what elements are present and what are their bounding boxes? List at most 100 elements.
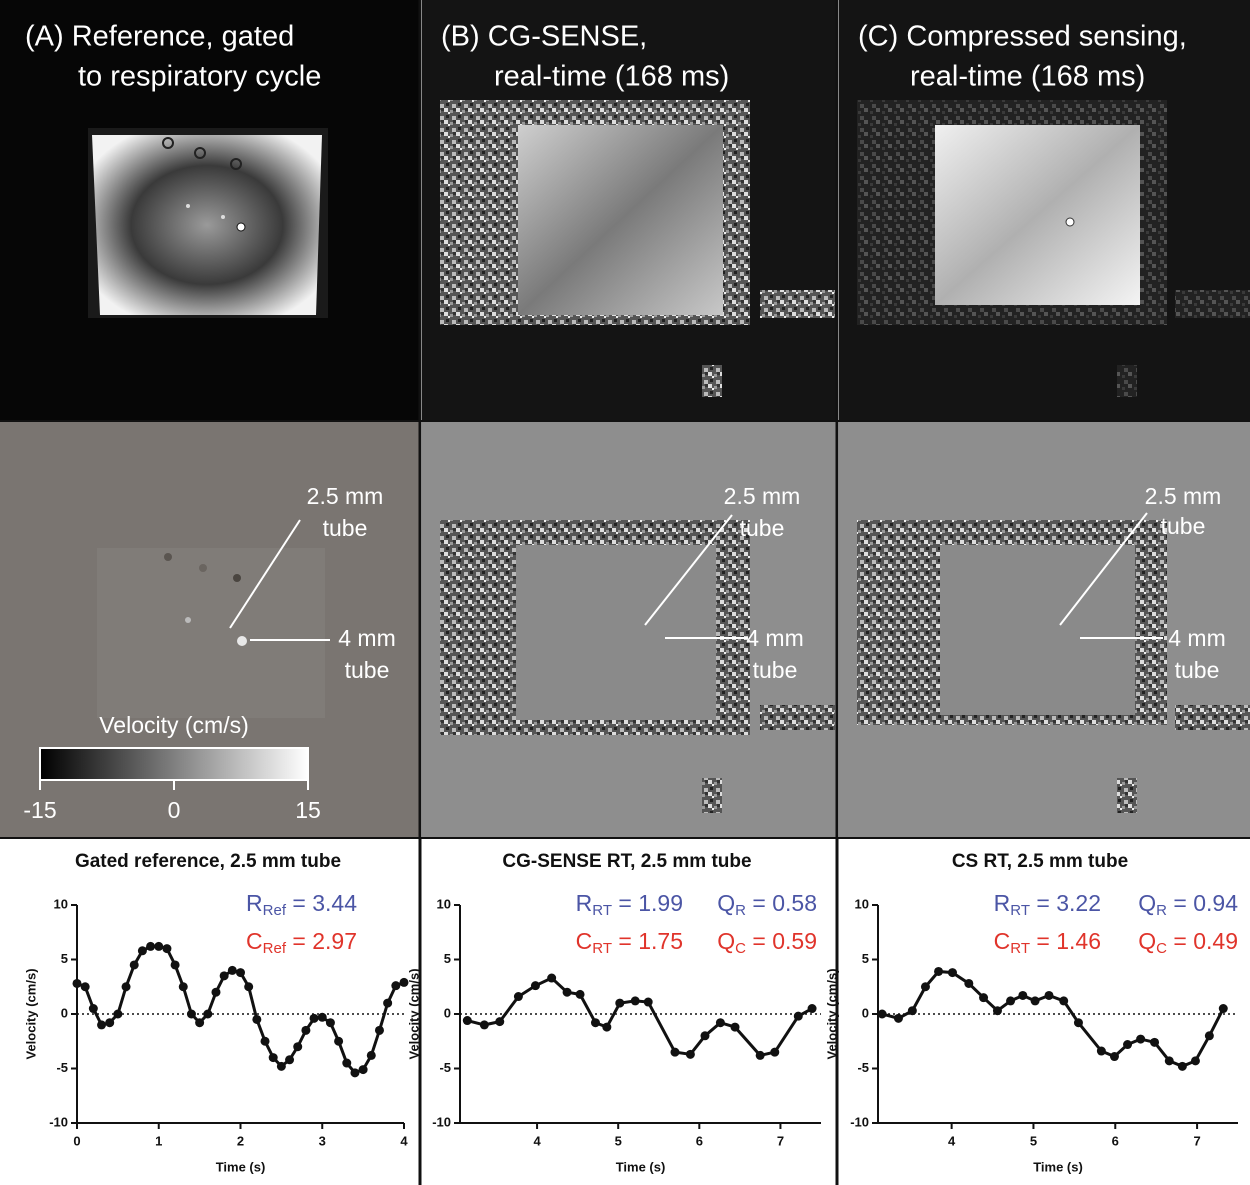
stat-value: = 3.44: [286, 890, 357, 916]
data-point: [992, 1006, 1002, 1016]
data-point: [121, 982, 131, 992]
data-point: [350, 1068, 360, 1078]
stat-subscript: Ref: [263, 940, 287, 957]
data-point: [358, 1065, 368, 1075]
data-point: [1136, 1034, 1146, 1044]
data-point: [325, 1018, 335, 1028]
x-axis-label: Time (s): [616, 1159, 666, 1174]
data-point: [203, 1009, 213, 1019]
data-point: [1190, 1056, 1200, 1066]
data-point: [170, 960, 180, 970]
pointer-line: [229, 519, 301, 629]
data-point: [793, 1011, 803, 1021]
data-point: [495, 1017, 505, 1027]
data-point: [1123, 1040, 1133, 1050]
stat-value: = 0.49: [1167, 928, 1238, 954]
data-point: [195, 1018, 205, 1028]
annotation: 4 mm: [338, 625, 396, 651]
stat-label: RRef = 3.44: [246, 890, 357, 919]
x-tick-label: 5: [1030, 1133, 1037, 1148]
y-tick-label: -5: [857, 1060, 869, 1075]
data-point: [700, 1031, 710, 1041]
data-point: [462, 1016, 472, 1026]
data-point: [301, 1025, 311, 1035]
data-point: [685, 1049, 695, 1059]
data-point: [893, 1013, 903, 1023]
stat-subscript: RT: [592, 940, 612, 957]
y-axis-label: Velocity (cm/s): [824, 968, 839, 1059]
y-tick-label: 5: [61, 951, 68, 966]
panel-title: to respiratory cycle: [78, 61, 321, 93]
data-point: [366, 1050, 376, 1060]
panel-title: real-time (168 ms): [494, 61, 729, 93]
stat-value: = 3.22: [1030, 890, 1101, 916]
data-point: [186, 1009, 196, 1019]
stat-symbol: Q: [1138, 928, 1156, 954]
annotation: tube: [753, 657, 798, 683]
data-point: [590, 1018, 600, 1028]
stat-subscript: Ref: [263, 902, 287, 919]
pointer-line: [1059, 512, 1148, 626]
stat-label: CRT = 1.46: [994, 928, 1101, 957]
chart-title: CS RT, 2.5 mm tube: [952, 851, 1128, 872]
colorbar-tick-label: -15: [23, 797, 56, 823]
y-tick-label: 10: [855, 896, 869, 911]
stat-subscript: RT: [592, 902, 612, 919]
y-tick-label: 0: [444, 1005, 451, 1020]
data-point: [285, 1055, 295, 1065]
stat-symbol: R: [246, 890, 263, 916]
stat-subscript: RT: [1010, 902, 1030, 919]
data-point: [1177, 1061, 1187, 1071]
stat-label: QC = 0.49: [1138, 928, 1238, 957]
stat-symbol: R: [994, 890, 1011, 916]
data-point: [129, 960, 139, 970]
data-point: [154, 941, 164, 951]
data-point: [374, 1025, 384, 1035]
data-point: [80, 982, 90, 992]
annotation: 2.5 mm: [307, 483, 384, 509]
panel-title: (C) Compressed sensing,: [858, 21, 1187, 53]
data-point: [562, 987, 572, 997]
stat-symbol: C: [576, 928, 593, 954]
stat-symbol: Q: [717, 890, 735, 916]
stat-value: = 0.94: [1167, 890, 1238, 916]
annotation: 4 mm: [746, 625, 804, 651]
data-point: [1059, 996, 1069, 1006]
annotation: 2.5 mm: [724, 483, 801, 509]
data-point: [334, 1036, 344, 1046]
data-point: [146, 941, 156, 951]
stat-value: = 2.97: [286, 928, 357, 954]
y-tick-label: 5: [862, 951, 869, 966]
data-point: [236, 968, 245, 978]
y-tick-label: -10: [49, 1114, 68, 1129]
data-point: [211, 987, 221, 997]
data-point: [244, 982, 254, 992]
stat-label: QC = 0.59: [717, 928, 817, 957]
data-point: [1150, 1037, 1160, 1047]
x-tick-label: 5: [615, 1133, 622, 1148]
annotation: tube: [345, 657, 390, 683]
annotation: tube: [1175, 657, 1220, 683]
data-point: [276, 1061, 286, 1071]
stat-symbol: C: [994, 928, 1011, 954]
data-point: [715, 1018, 725, 1028]
x-axis-label: Time (s): [216, 1159, 266, 1174]
data-point: [178, 982, 188, 992]
data-point: [934, 966, 944, 976]
panel-title: real-time (168 ms): [910, 61, 1145, 93]
data-point: [1030, 996, 1040, 1006]
x-tick-label: 7: [1193, 1133, 1200, 1148]
panel-title: (B) CG-SENSE,: [441, 21, 647, 53]
stat-subscript: R: [1156, 902, 1167, 919]
data-point: [137, 946, 147, 956]
data-point: [643, 997, 653, 1007]
x-tick-label: 3: [319, 1133, 326, 1148]
x-tick-label: 6: [1112, 1133, 1119, 1148]
stat-value: = 1.75: [612, 928, 683, 954]
data-point: [342, 1058, 352, 1068]
stat-symbol: R: [576, 890, 593, 916]
data-point: [1018, 990, 1028, 1000]
data-point: [227, 965, 237, 975]
data-point: [309, 1013, 319, 1023]
stat-label: QR = 0.58: [717, 890, 817, 919]
